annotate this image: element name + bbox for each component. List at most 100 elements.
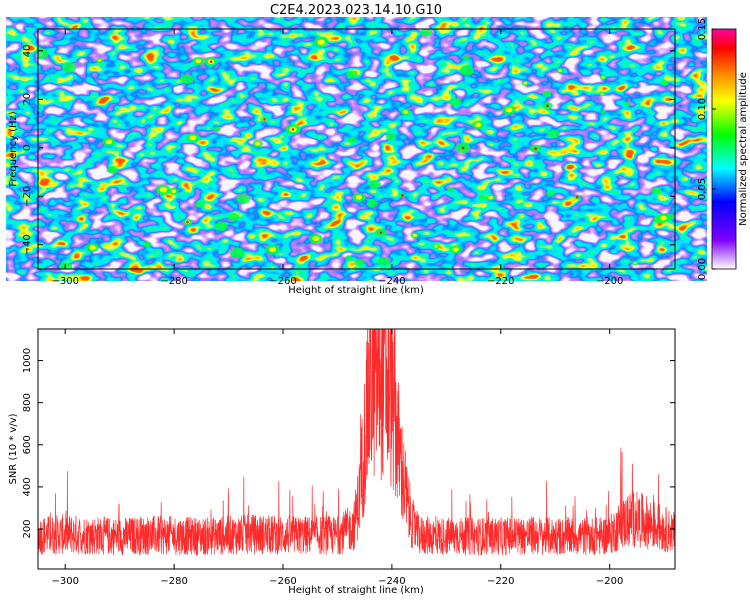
heatmap-hotspot <box>542 90 552 97</box>
heatmap-hotspot <box>547 129 560 139</box>
heatmap-hotspot <box>180 74 194 84</box>
heatmap-hotspot-core <box>488 196 493 200</box>
heatmap-x-tick-label-2: −260 <box>269 276 296 287</box>
snr-x-tick-label-5: −200 <box>596 576 623 587</box>
heatmap-hotspot <box>143 241 152 248</box>
heatmap-hotspot-core <box>633 262 637 265</box>
snr-y-tick-label-0: 200 <box>22 519 33 538</box>
heatmap-hotspot-peak <box>186 220 189 224</box>
colorbar-label: Normalized spectral amplitude <box>738 72 749 226</box>
heatmap-hotspot-peak <box>461 146 465 150</box>
heatmap-y-tick-label-4: 40 <box>22 44 33 57</box>
heatmap-ylabel: Frequency (Hz) <box>8 111 19 187</box>
heatmap-hotspot <box>623 101 631 107</box>
colorbar-tick-label-1: 0.05 <box>697 178 708 200</box>
snr-xlabel: Height of straight line (km) <box>288 585 424 596</box>
heatmap-hotspot <box>195 201 204 208</box>
heatmap-hotspot <box>62 62 77 73</box>
heatmap-hotspot-core <box>317 39 325 45</box>
heatmap-hotspot-core <box>434 245 439 248</box>
snr-x-tick-label-0: −300 <box>51 576 78 587</box>
colorbar-tick-label-0: 0.00 <box>697 258 708 280</box>
heatmap-hotspot-core <box>171 189 177 194</box>
snr-x-tick-label-3: −240 <box>378 576 405 587</box>
heatmap-hotspot <box>459 65 474 76</box>
heatmap-hotspot-core <box>412 233 417 237</box>
heatmap-hotspot <box>347 136 358 144</box>
heatmap-hotspot-core <box>403 110 409 114</box>
heatmap-hotspot-core <box>600 92 604 95</box>
heatmap-hotspot <box>478 195 486 201</box>
heatmap-hotspot <box>546 190 555 197</box>
heatmap-hotspot-core <box>269 246 277 253</box>
heatmap-hotspot-core <box>659 215 667 221</box>
heatmap-xlabel: Height of straight line (km) <box>288 285 424 296</box>
heatmap-hotspot-core <box>601 76 605 79</box>
snr-frame <box>37 328 676 570</box>
snr-y-tick-label-2: 600 <box>22 435 33 454</box>
snr-x-tick-label-4: −220 <box>487 576 514 587</box>
heatmap-hotspot <box>447 187 455 193</box>
heatmap-hotspot <box>660 80 669 86</box>
heatmap-y-tick-label-3: 20 <box>22 93 33 106</box>
heatmap-hotspot-core <box>505 107 513 113</box>
heatmap-hotspot <box>236 194 251 204</box>
heatmap-hotspot-core <box>105 139 113 145</box>
heatmap-hotspot <box>229 247 245 259</box>
snr-y-tick-label-4: 1000 <box>22 348 33 373</box>
heatmap-hotspot <box>366 199 378 208</box>
heatmap-y-tick-label-1: −20 <box>22 186 33 207</box>
heatmap-hotspot-core <box>475 122 482 128</box>
heatmap-hotspots <box>38 29 675 269</box>
snr-y-ticks: 200 400 600 800 1000 <box>22 348 675 539</box>
heatmap-hotspot-peak <box>575 195 579 199</box>
heatmap-hotspot-core <box>558 69 562 72</box>
colorbar-ticks: 0.00 0.05 0.10 0.15 <box>697 18 716 280</box>
heatmap-hotspot-peak <box>534 147 537 150</box>
heatmap-hotspot <box>420 29 433 37</box>
heatmap-hotspot-core <box>89 245 96 250</box>
heatmap-hotspot <box>345 255 353 261</box>
snr-x-tick-label-2: −260 <box>269 576 296 587</box>
snr-panel: −300 −280 −260 −240 −220 −200 200 400 600 800 100… <box>8 328 676 596</box>
heatmap-hotspot-core <box>355 195 363 200</box>
snr-y-tick-label-1: 400 <box>22 477 33 496</box>
heatmap-hotspot-core <box>523 81 528 85</box>
heatmap-hotspot-peak <box>291 128 295 131</box>
heatmap-x-tick-label-0: −300 <box>51 276 78 287</box>
heatmap-x-ticks: −300 −280 −260 −240 −220 −200 <box>51 29 623 287</box>
heatmap-hotspot <box>38 48 49 59</box>
heatmap-hotspot <box>651 187 662 195</box>
heatmap-hotspot <box>368 179 381 189</box>
colorbar-gradient <box>711 28 737 270</box>
heatmap-hotspot <box>215 221 228 231</box>
snr-x-tick-label-1: −280 <box>160 576 187 587</box>
heatmap-hotspot <box>449 97 462 107</box>
heatmap-hotspot <box>228 212 240 222</box>
heatmap-x-tick-label-5: −200 <box>596 276 623 287</box>
heatmap-x-tick-label-3: −240 <box>378 276 405 287</box>
heatmap-image <box>38 29 675 269</box>
heatmap-y-ticks: −40 −20 0 20 40 <box>22 44 675 255</box>
heatmap-hotspot-core <box>255 141 261 146</box>
heatmap-x-tick-label-1: −280 <box>160 276 187 287</box>
heatmap-hotspot-peak <box>209 60 213 64</box>
heatmap-hotspot-core <box>452 247 459 252</box>
heatmap-hotspot <box>59 262 73 269</box>
heatmap-hotspot-core <box>97 59 102 62</box>
heatmap-hotspot-peak <box>379 231 383 234</box>
heatmap-y-tick-label-2: 0 <box>22 145 33 151</box>
snr-ylabel: SNR (10 * v/v) <box>8 413 19 484</box>
heatmap-hotspot-core <box>189 135 197 141</box>
heatmap-hotspot <box>377 257 391 267</box>
heatmap-hotspot <box>346 70 358 79</box>
heatmap-hotspot <box>462 55 470 61</box>
heatmap-frame <box>37 28 676 270</box>
heatmap-hotspot <box>354 258 365 267</box>
snr-x-ticks: −300 −280 −260 −240 −220 −200 <box>51 329 623 587</box>
heatmap-hotspot <box>212 126 221 133</box>
heatmap-hotspot-core <box>195 58 202 64</box>
snr-series-line <box>38 329 675 556</box>
